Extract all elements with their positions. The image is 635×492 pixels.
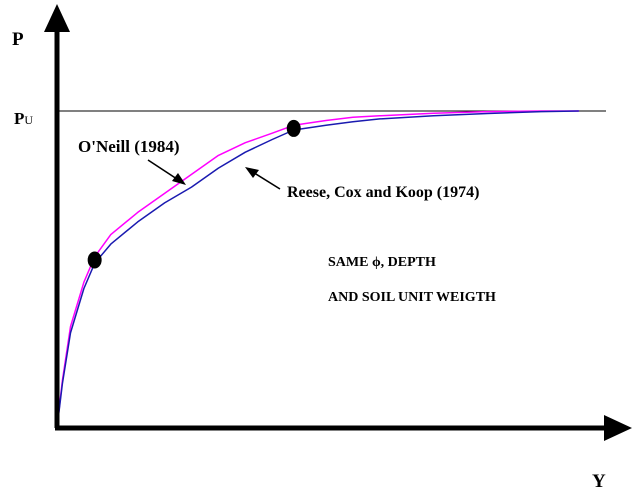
reese-curve-label: Reese, Cox and Koop (1974) [287, 184, 479, 201]
reese-cox-koop-curve [56, 110, 579, 429]
conditions-note-line2: AND SOIL UNIT WEIGTH [328, 290, 496, 305]
reese-pointer-arrowhead [245, 167, 259, 178]
ultimate-resistance-label: PU [14, 109, 33, 128]
x-axis-arrowhead [604, 415, 632, 441]
oneill-pointer-arrowhead [172, 173, 186, 185]
x-axis-label: Y [592, 471, 606, 492]
curve-marker-point-1 [87, 251, 102, 269]
y-axis-label: P [12, 29, 24, 50]
oneill-curve [56, 110, 579, 429]
oneill-curve-label: O'Neill (1984) [78, 137, 180, 156]
curve-marker-point-2 [286, 119, 301, 137]
y-axis-arrowhead [44, 4, 70, 32]
series-layer [56, 110, 579, 429]
conditions-note-line1: SAME ϕ, DEPTH [328, 255, 436, 270]
